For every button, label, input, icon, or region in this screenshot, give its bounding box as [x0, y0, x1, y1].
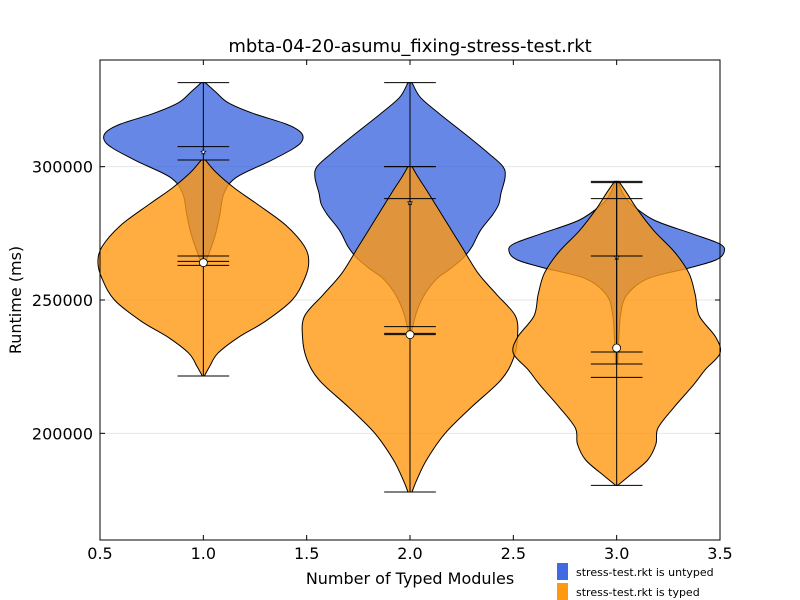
y-axis-label: Runtime (ms) — [6, 246, 25, 354]
legend-swatch — [557, 583, 568, 600]
y-tick-label: 250000 — [32, 291, 93, 310]
legend: stress-test.rkt is untyped stress-test.rk… — [557, 563, 714, 600]
mean-marker-star — [200, 148, 207, 155]
ticks: 0.5 1.0 1.5 2.0 2.5 3.0 3.5 200000 250000 300000 — [32, 60, 733, 563]
x-axis-label: Number of Typed Modules — [306, 569, 514, 588]
chart-title: mbta-04-20-asumu_fixing-stress-test.rkt — [228, 36, 591, 57]
x-tick-label: 2.0 — [397, 544, 422, 563]
x-tick-label: 3.5 — [707, 544, 732, 563]
legend-entry: stress-test.rkt is typed — [576, 586, 700, 599]
x-tick-label: 0.5 — [87, 544, 112, 563]
y-tick-label: 200000 — [32, 424, 93, 443]
x-tick-label: 1.0 — [191, 544, 216, 563]
y-tick-label: 300000 — [32, 158, 93, 177]
x-tick-label: 3.0 — [604, 544, 629, 563]
mean-marker-circle — [198, 258, 208, 268]
mean-marker-circle — [612, 343, 622, 353]
x-tick-label: 1.5 — [294, 544, 319, 563]
legend-swatch — [557, 563, 568, 580]
markers — [177, 82, 643, 493]
mean-marker-circle — [405, 330, 415, 340]
x-tick-label: 2.5 — [501, 544, 526, 563]
legend-entry: stress-test.rkt is untyped — [576, 566, 714, 579]
